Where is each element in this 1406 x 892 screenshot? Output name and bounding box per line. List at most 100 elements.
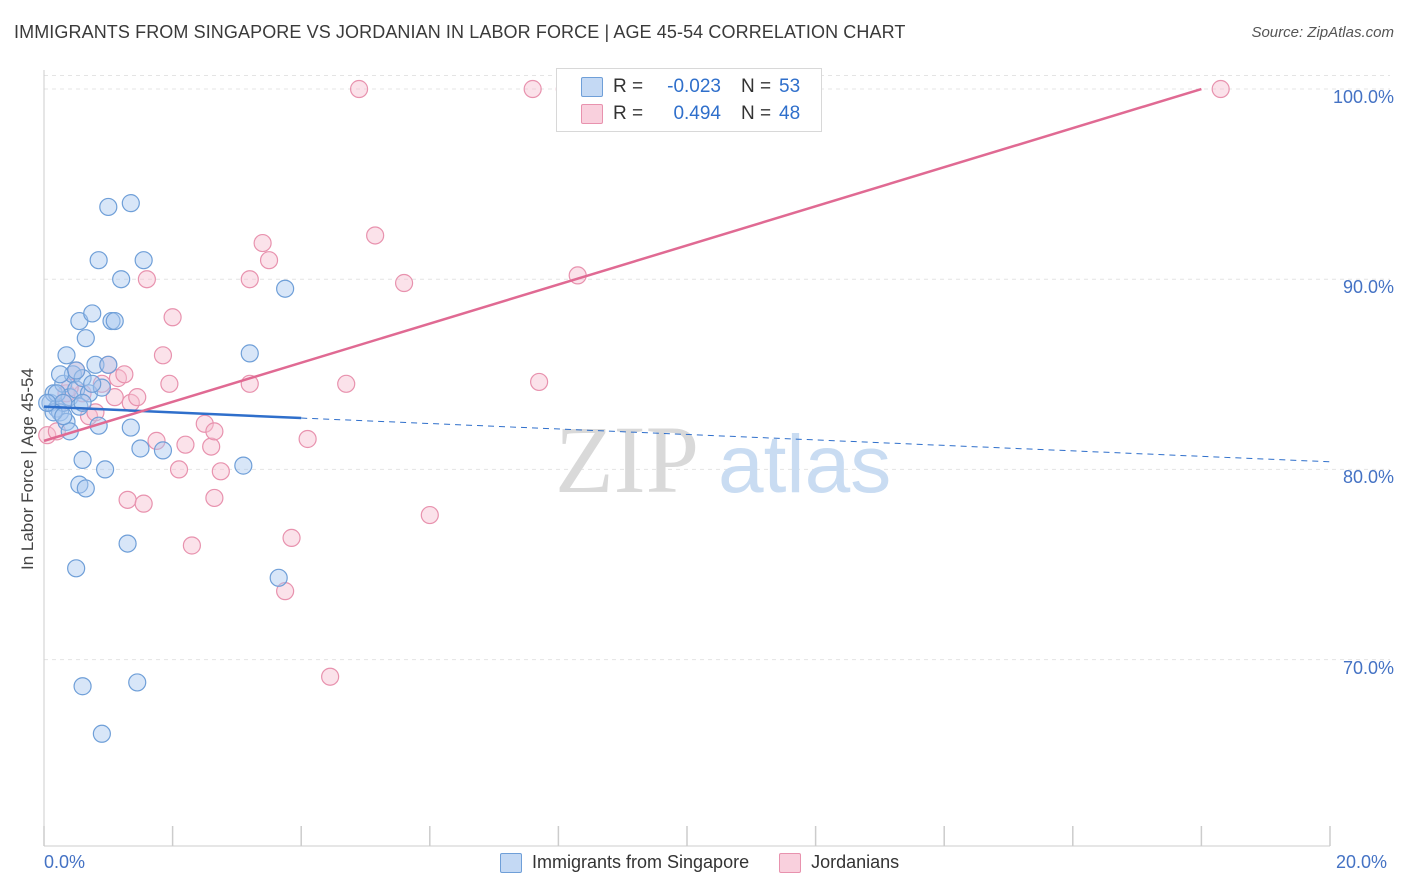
data-point-singapore [95,460,115,479]
data-point-jordanians [321,667,340,686]
y-tick-label: 100.0% [1332,87,1394,108]
data-point-singapore [83,304,102,323]
data-point-singapore [269,568,288,587]
data-point-singapore [54,407,73,426]
data-point-singapore [92,724,111,743]
data-point-singapore [47,384,66,403]
data-point-jordanians [349,79,369,99]
series-legend: Immigrants from Singapore Jordanians [500,852,929,873]
data-point-jordanians [128,388,147,407]
y-tick-label: 80.0% [1342,467,1394,488]
legend-row-singapore: R = -0.023 N = 53 [581,75,800,99]
data-point-singapore [89,251,108,270]
gridlines [44,75,1390,661]
data-point-jordanians [115,365,134,384]
trend-line-singapore-projection [301,417,1331,463]
legend-r-label: R = [613,76,644,97]
data-point-jordanians [420,505,439,525]
data-point-singapore [118,534,137,553]
data-point-singapore [134,251,153,270]
y-tick-label: 90.0% [1342,277,1394,298]
axes [43,70,1331,847]
data-point-jordanians [182,536,201,555]
data-point-jordanians [137,270,156,289]
data-point-singapore [240,344,259,363]
data-point-jordanians [282,528,301,547]
legend-n-label: N = [741,76,772,97]
watermark: ZIP atlas [555,406,891,513]
y-axis-label: In Labor Force | Age 45-54 [18,368,37,570]
stats-legend: R = -0.023 N = 53 R = 0.494 N = 48 [556,68,822,132]
data-point-singapore [73,677,92,696]
trend-lines [43,87,1331,463]
data-point-singapore [76,479,95,498]
data-point-singapore [76,329,95,348]
data-point-singapore [73,369,92,388]
jordanians-points [38,79,1230,686]
data-point-jordanians [134,494,153,513]
source-credit: Source: ZipAtlas.com [1251,24,1394,41]
data-point-singapore [92,378,111,397]
data-point-singapore [234,456,253,475]
data-point-jordanians [530,372,549,392]
data-point-singapore [121,194,140,213]
legend-swatch-blue [581,77,603,97]
legend-r-label: R = [613,103,644,124]
legend-item-singapore: Immigrants from Singapore [500,852,749,873]
data-point-singapore [86,355,105,374]
data-point-singapore [128,673,147,692]
data-point-jordanians [153,346,173,365]
legend-row-jordanians: R = 0.494 N = 48 [581,102,800,126]
legend-n-value: 53 [779,76,801,97]
data-point-singapore [105,311,124,331]
data-point-jordanians [337,374,356,393]
data-point-jordanians [169,460,189,479]
data-point-jordanians [298,429,317,449]
data-point-jordanians [195,414,214,433]
watermark-atlas: atlas [718,419,891,510]
legend-label-jordanians: Jordanians [811,852,900,872]
data-point-singapore [99,197,118,217]
chart-title: IMMIGRANTS FROM SINGAPORE VS JORDANIAN I… [14,22,906,42]
data-point-singapore [67,361,86,380]
legend-label-singapore: Immigrants from Singapore [532,852,750,872]
legend-swatch-pink [581,104,603,124]
x-tick-label-max: 20.0% [1336,852,1388,872]
data-point-jordanians [211,462,230,481]
data-point-singapore [38,393,57,412]
data-point-jordanians [240,270,259,289]
data-point-jordanians [205,422,224,441]
trend-line-singapore [43,405,302,420]
data-point-jordanians [259,251,279,270]
y-tick-label: 70.0% [1342,657,1394,678]
data-point-jordanians [176,435,195,454]
data-point-singapore [276,279,295,298]
legend-swatch-pink [779,852,802,873]
legend-item-jordanians: Jordanians [779,852,899,873]
x-tick-label-min: 0.0% [44,852,86,872]
data-point-jordanians [523,79,542,99]
data-point-jordanians [147,431,166,450]
data-point-singapore [73,450,92,470]
data-point-singapore [131,439,150,458]
data-point-singapore [50,365,70,384]
data-point-jordanians [205,488,224,508]
data-point-jordanians [160,374,179,393]
data-point-singapore [121,418,140,437]
trend-line-jordanians [43,87,1202,443]
data-point-jordanians [394,273,414,293]
data-point-jordanians [366,226,385,245]
data-point-jordanians [1211,79,1230,99]
data-point-singapore [57,412,76,431]
data-point-jordanians [202,437,221,456]
data-point-jordanians [253,233,272,253]
legend-n-label: N = [741,103,772,124]
data-point-singapore [57,346,76,365]
data-point-jordanians [163,308,182,327]
data-point-singapore [153,441,173,460]
data-point-singapore [99,355,118,374]
data-point-jordanians [105,388,124,407]
singapore-points [38,194,295,743]
legend-r-value: -0.023 [667,76,721,97]
data-point-singapore [67,559,86,578]
